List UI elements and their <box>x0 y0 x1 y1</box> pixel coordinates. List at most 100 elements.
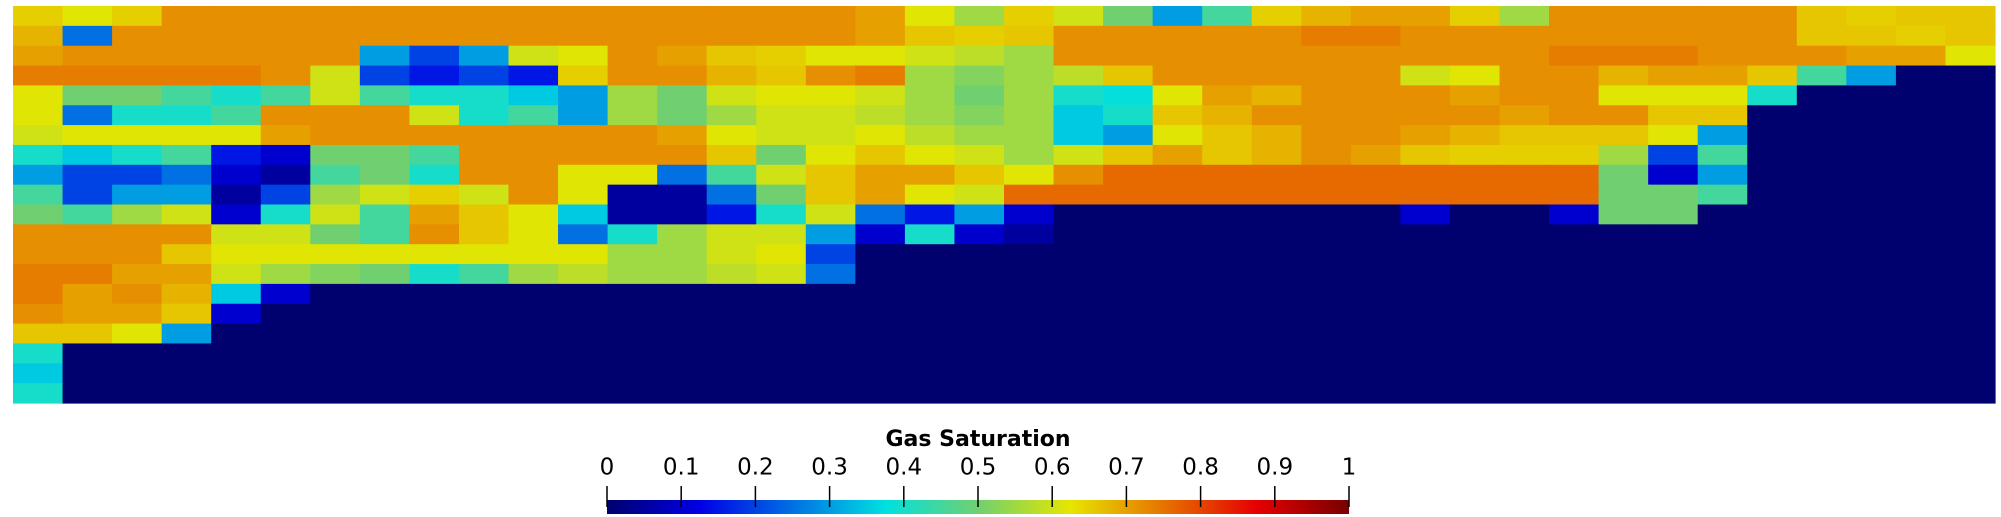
cell <box>1103 25 1154 47</box>
cell <box>1400 45 1451 67</box>
cell <box>1796 363 1847 384</box>
cell <box>1549 65 1600 86</box>
cell <box>260 244 311 265</box>
cell <box>458 65 510 86</box>
cell <box>1747 383 1798 404</box>
cell <box>62 343 113 364</box>
cell <box>310 6 361 27</box>
cell <box>260 85 311 106</box>
tick-label: 0.2 <box>737 455 774 481</box>
cell <box>1449 323 1501 345</box>
cell <box>359 204 410 225</box>
cell <box>1301 105 1352 126</box>
cell <box>805 283 856 305</box>
cell <box>1251 144 1302 166</box>
cell <box>1747 224 1798 245</box>
cell <box>1499 264 1550 285</box>
cell <box>1648 105 1699 126</box>
cell <box>1945 264 1996 285</box>
cell <box>1152 264 1203 285</box>
cell <box>458 164 510 186</box>
cell <box>409 65 460 86</box>
cell <box>1103 264 1154 285</box>
cell <box>161 45 212 67</box>
cell <box>260 6 311 27</box>
cell <box>1598 144 1649 166</box>
cell <box>508 283 559 305</box>
tick-label: 0.5 <box>960 455 997 481</box>
cell <box>13 264 64 285</box>
cell <box>62 25 113 47</box>
cell <box>1697 65 1748 86</box>
cell <box>1796 383 1847 404</box>
cell <box>1697 383 1748 404</box>
cell <box>1053 303 1104 325</box>
cell <box>657 204 708 225</box>
cell <box>1846 164 1897 186</box>
cell <box>1697 204 1748 225</box>
cell <box>13 144 64 166</box>
cell <box>1846 244 1897 265</box>
cell <box>805 65 856 86</box>
cell <box>1053 323 1104 345</box>
cell <box>657 144 708 166</box>
cell <box>1747 6 1798 27</box>
cell <box>359 283 410 305</box>
cell <box>112 65 163 86</box>
cell <box>1152 343 1203 364</box>
cell <box>508 224 559 245</box>
tick-label: 0.8 <box>1182 455 1219 481</box>
cell <box>1202 383 1253 404</box>
cell <box>1697 85 1748 106</box>
cell <box>62 323 113 345</box>
cell <box>409 244 460 265</box>
cell <box>657 383 708 404</box>
cell <box>1598 224 1649 245</box>
cell <box>112 184 163 206</box>
cell <box>1202 343 1253 364</box>
cell <box>855 6 906 27</box>
cell <box>805 6 856 27</box>
cell <box>508 6 559 27</box>
cell <box>1747 65 1798 86</box>
cell <box>458 224 510 245</box>
cell <box>508 144 559 166</box>
cell <box>1301 283 1352 305</box>
tick-label: 0 <box>600 455 615 481</box>
cell <box>1846 323 1897 345</box>
cell <box>211 343 262 364</box>
cell <box>1400 244 1451 265</box>
cell <box>1796 144 1847 166</box>
cell <box>1202 303 1253 325</box>
cell <box>706 264 757 285</box>
cell <box>1004 283 1055 305</box>
cell <box>1004 85 1055 106</box>
cell <box>13 105 64 126</box>
cell <box>657 65 708 86</box>
cell <box>409 144 460 166</box>
cell <box>1697 144 1748 166</box>
cell <box>409 343 460 364</box>
cell <box>855 244 906 265</box>
cell <box>310 125 361 146</box>
cell <box>1648 343 1699 364</box>
cell <box>855 383 906 404</box>
cell <box>1301 264 1352 285</box>
cell <box>409 303 460 325</box>
cell <box>1053 164 1104 186</box>
cell <box>1499 343 1550 364</box>
cell <box>359 224 410 245</box>
cell <box>1350 363 1401 384</box>
cell <box>1350 6 1401 27</box>
cell <box>1202 25 1253 47</box>
cell <box>1945 303 1996 325</box>
cell <box>260 343 311 364</box>
cell <box>1004 45 1055 67</box>
cell <box>1449 343 1501 364</box>
cell <box>458 125 510 146</box>
cell <box>1499 303 1550 325</box>
cell <box>1103 125 1154 146</box>
cell <box>756 283 807 305</box>
cell <box>1350 244 1401 265</box>
cell <box>112 303 163 325</box>
